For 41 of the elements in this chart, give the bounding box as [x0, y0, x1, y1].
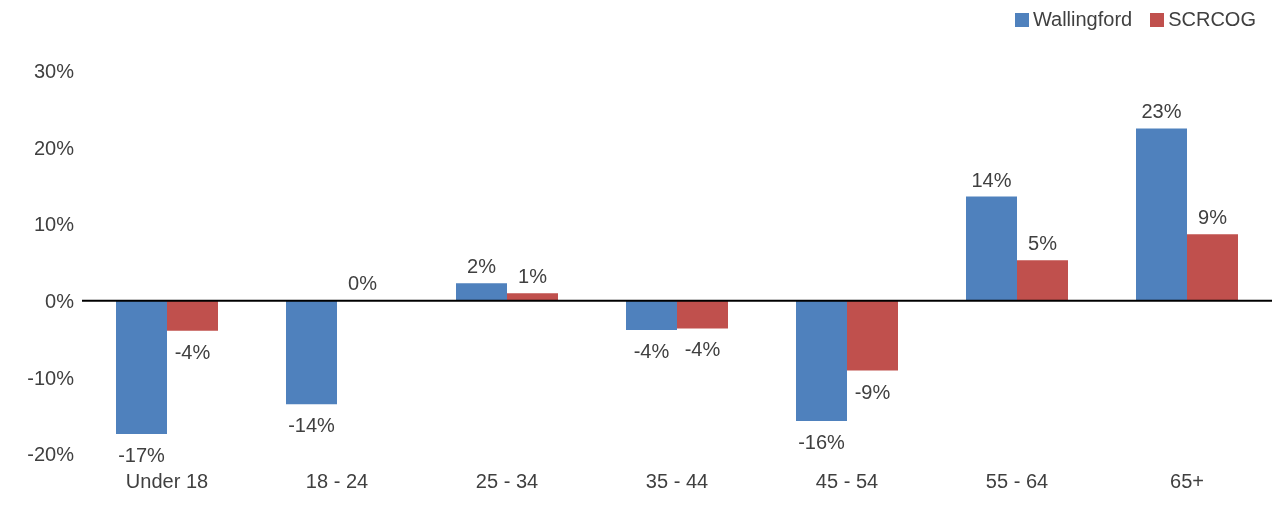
x-tick-label: 25 - 34: [475, 470, 539, 493]
data-label: 9%: [1198, 206, 1228, 229]
bar: [286, 300, 337, 405]
x-tick-label: 45 - 54: [815, 470, 879, 493]
data-label: 0%: [348, 272, 378, 295]
data-label: 1%: [518, 265, 548, 288]
x-tick-label: 35 - 44: [645, 470, 709, 493]
bar: [167, 300, 218, 331]
bar: [1017, 260, 1068, 301]
data-label: -17%: [118, 444, 166, 467]
y-tick-label: 10%: [33, 213, 75, 236]
bar: [796, 300, 847, 422]
bar: [966, 196, 1017, 301]
data-label: -14%: [288, 414, 336, 437]
y-tick-label: -20%: [27, 443, 75, 466]
bar: [116, 300, 167, 435]
bar: [456, 283, 507, 301]
y-tick-label: 30%: [33, 60, 75, 83]
data-label: -16%: [798, 431, 846, 454]
x-tick-label: 55 - 64: [985, 470, 1049, 493]
bar: [677, 300, 728, 329]
y-tick-label: -10%: [27, 366, 75, 389]
x-tick-label: Under 18: [125, 470, 209, 493]
data-label: -9%: [854, 380, 891, 403]
bar: [1136, 128, 1187, 301]
bar: [626, 300, 677, 330]
data-label: 2%: [467, 255, 497, 278]
data-label: 14%: [971, 168, 1012, 191]
legend-label: Wallingford: [1031, 8, 1133, 31]
legend-label: SCRCOG: [1167, 8, 1256, 31]
data-label: -4%: [633, 339, 670, 362]
y-tick-label: 20%: [33, 136, 75, 159]
y-tick-label: 0%: [45, 289, 75, 312]
data-label: -4%: [174, 340, 211, 363]
bar: [1187, 234, 1238, 301]
x-tick-label: 18 - 24: [305, 470, 369, 493]
bar: [847, 300, 898, 371]
data-label: 5%: [1028, 232, 1058, 255]
data-label: 23%: [1141, 100, 1182, 123]
x-tick-label: 65+: [1170, 470, 1204, 493]
data-label: -4%: [684, 338, 721, 361]
